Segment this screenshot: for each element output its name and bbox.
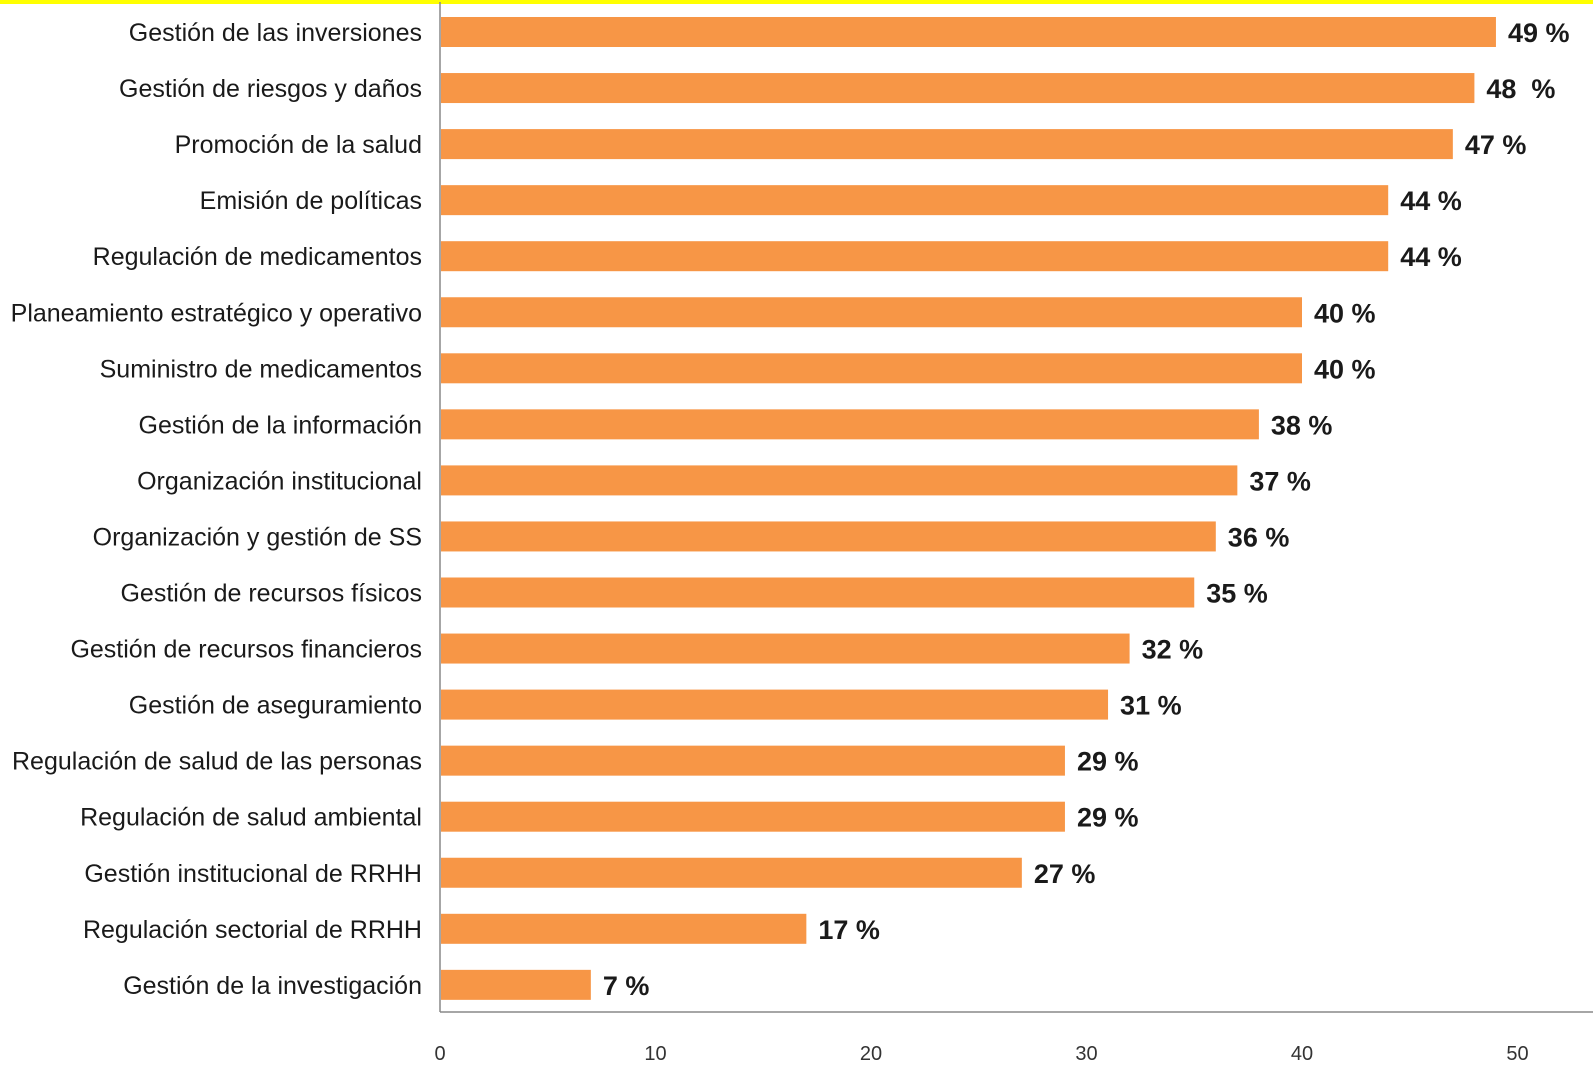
category-label: Gestión de la investigación	[123, 972, 422, 1000]
bar	[441, 73, 1475, 104]
category-label: Gestión de recursos físicos	[120, 580, 422, 608]
bar	[441, 129, 1453, 160]
x-tick-label: 30	[1075, 1043, 1097, 1065]
category-label: Organización institucional	[137, 467, 422, 495]
category-label: Planeamiento estratégico y operativo	[11, 299, 422, 327]
x-tick-labels-group: 0 10 20 30 40 50	[434, 1043, 1528, 1065]
data-label: 37 %	[1249, 466, 1311, 496]
value-labels-group: 49 %48 %47 %44 %44 %40 %40 %38 %37 %36 %…	[603, 18, 1570, 1001]
category-label: Regulación de salud ambiental	[80, 804, 422, 832]
category-label: Gestión de recursos financieros	[70, 636, 422, 664]
bar	[441, 689, 1109, 720]
data-label: 31 %	[1120, 691, 1182, 721]
x-tick-label: 40	[1291, 1043, 1313, 1065]
data-label: 27 %	[1034, 859, 1096, 889]
data-label: 48 %	[1486, 74, 1555, 104]
category-label: Organización y gestión de SS	[93, 523, 422, 551]
bars-group	[441, 17, 1496, 1000]
x-tick-label: 50	[1506, 1043, 1528, 1065]
x-tick-label: 20	[860, 1043, 882, 1065]
bar	[441, 17, 1496, 47]
top-border	[0, 0, 1593, 4]
bar	[441, 185, 1389, 216]
bar	[441, 633, 1130, 664]
axes-group	[439, 2, 1593, 1013]
category-label: Gestión de aseguramiento	[129, 692, 422, 720]
x-tick-label: 0	[434, 1043, 445, 1065]
data-label: 17 %	[818, 915, 880, 945]
category-label: Suministro de medicamentos	[100, 355, 422, 383]
category-label: Gestión de riesgos y daños	[119, 75, 422, 103]
bar	[441, 521, 1216, 552]
bar	[441, 465, 1238, 496]
category-label: Regulación de medicamentos	[93, 243, 422, 271]
bar	[441, 241, 1389, 272]
data-label: 29 %	[1077, 803, 1139, 833]
data-label: 38 %	[1271, 410, 1333, 440]
bar	[441, 409, 1259, 440]
x-tick-label: 10	[644, 1043, 666, 1065]
data-label: 40 %	[1314, 298, 1376, 328]
bar	[441, 857, 1022, 888]
data-label: 49 %	[1508, 18, 1570, 48]
bar	[441, 577, 1195, 608]
data-label: 44 %	[1400, 186, 1462, 216]
category-label: Gestión de la información	[139, 411, 422, 439]
bar	[441, 913, 807, 944]
bar	[441, 745, 1065, 776]
data-label: 7 %	[603, 971, 650, 1001]
data-label: 40 %	[1314, 354, 1376, 384]
category-label: Gestión institucional de RRHH	[84, 860, 422, 888]
category-label: Promoción de la salud	[175, 131, 422, 159]
data-label: 47 %	[1465, 130, 1527, 160]
bar	[441, 801, 1065, 832]
bar	[441, 297, 1302, 328]
data-label: 44 %	[1400, 242, 1462, 272]
category-label: Emisión de políticas	[200, 187, 422, 215]
bar	[441, 353, 1302, 384]
category-label: Gestión de las inversiones	[129, 19, 422, 47]
bar	[441, 969, 591, 1000]
data-label: 32 %	[1142, 635, 1204, 665]
category-label: Regulación de salud de las personas	[12, 748, 422, 776]
data-label: 36 %	[1228, 522, 1290, 552]
data-label: 29 %	[1077, 747, 1139, 777]
data-label: 35 %	[1206, 579, 1268, 609]
category-labels-group: Gestión de las inversiones Gestión de rie…	[11, 19, 422, 1000]
category-label: Regulación sectorial de RRHH	[83, 916, 422, 944]
